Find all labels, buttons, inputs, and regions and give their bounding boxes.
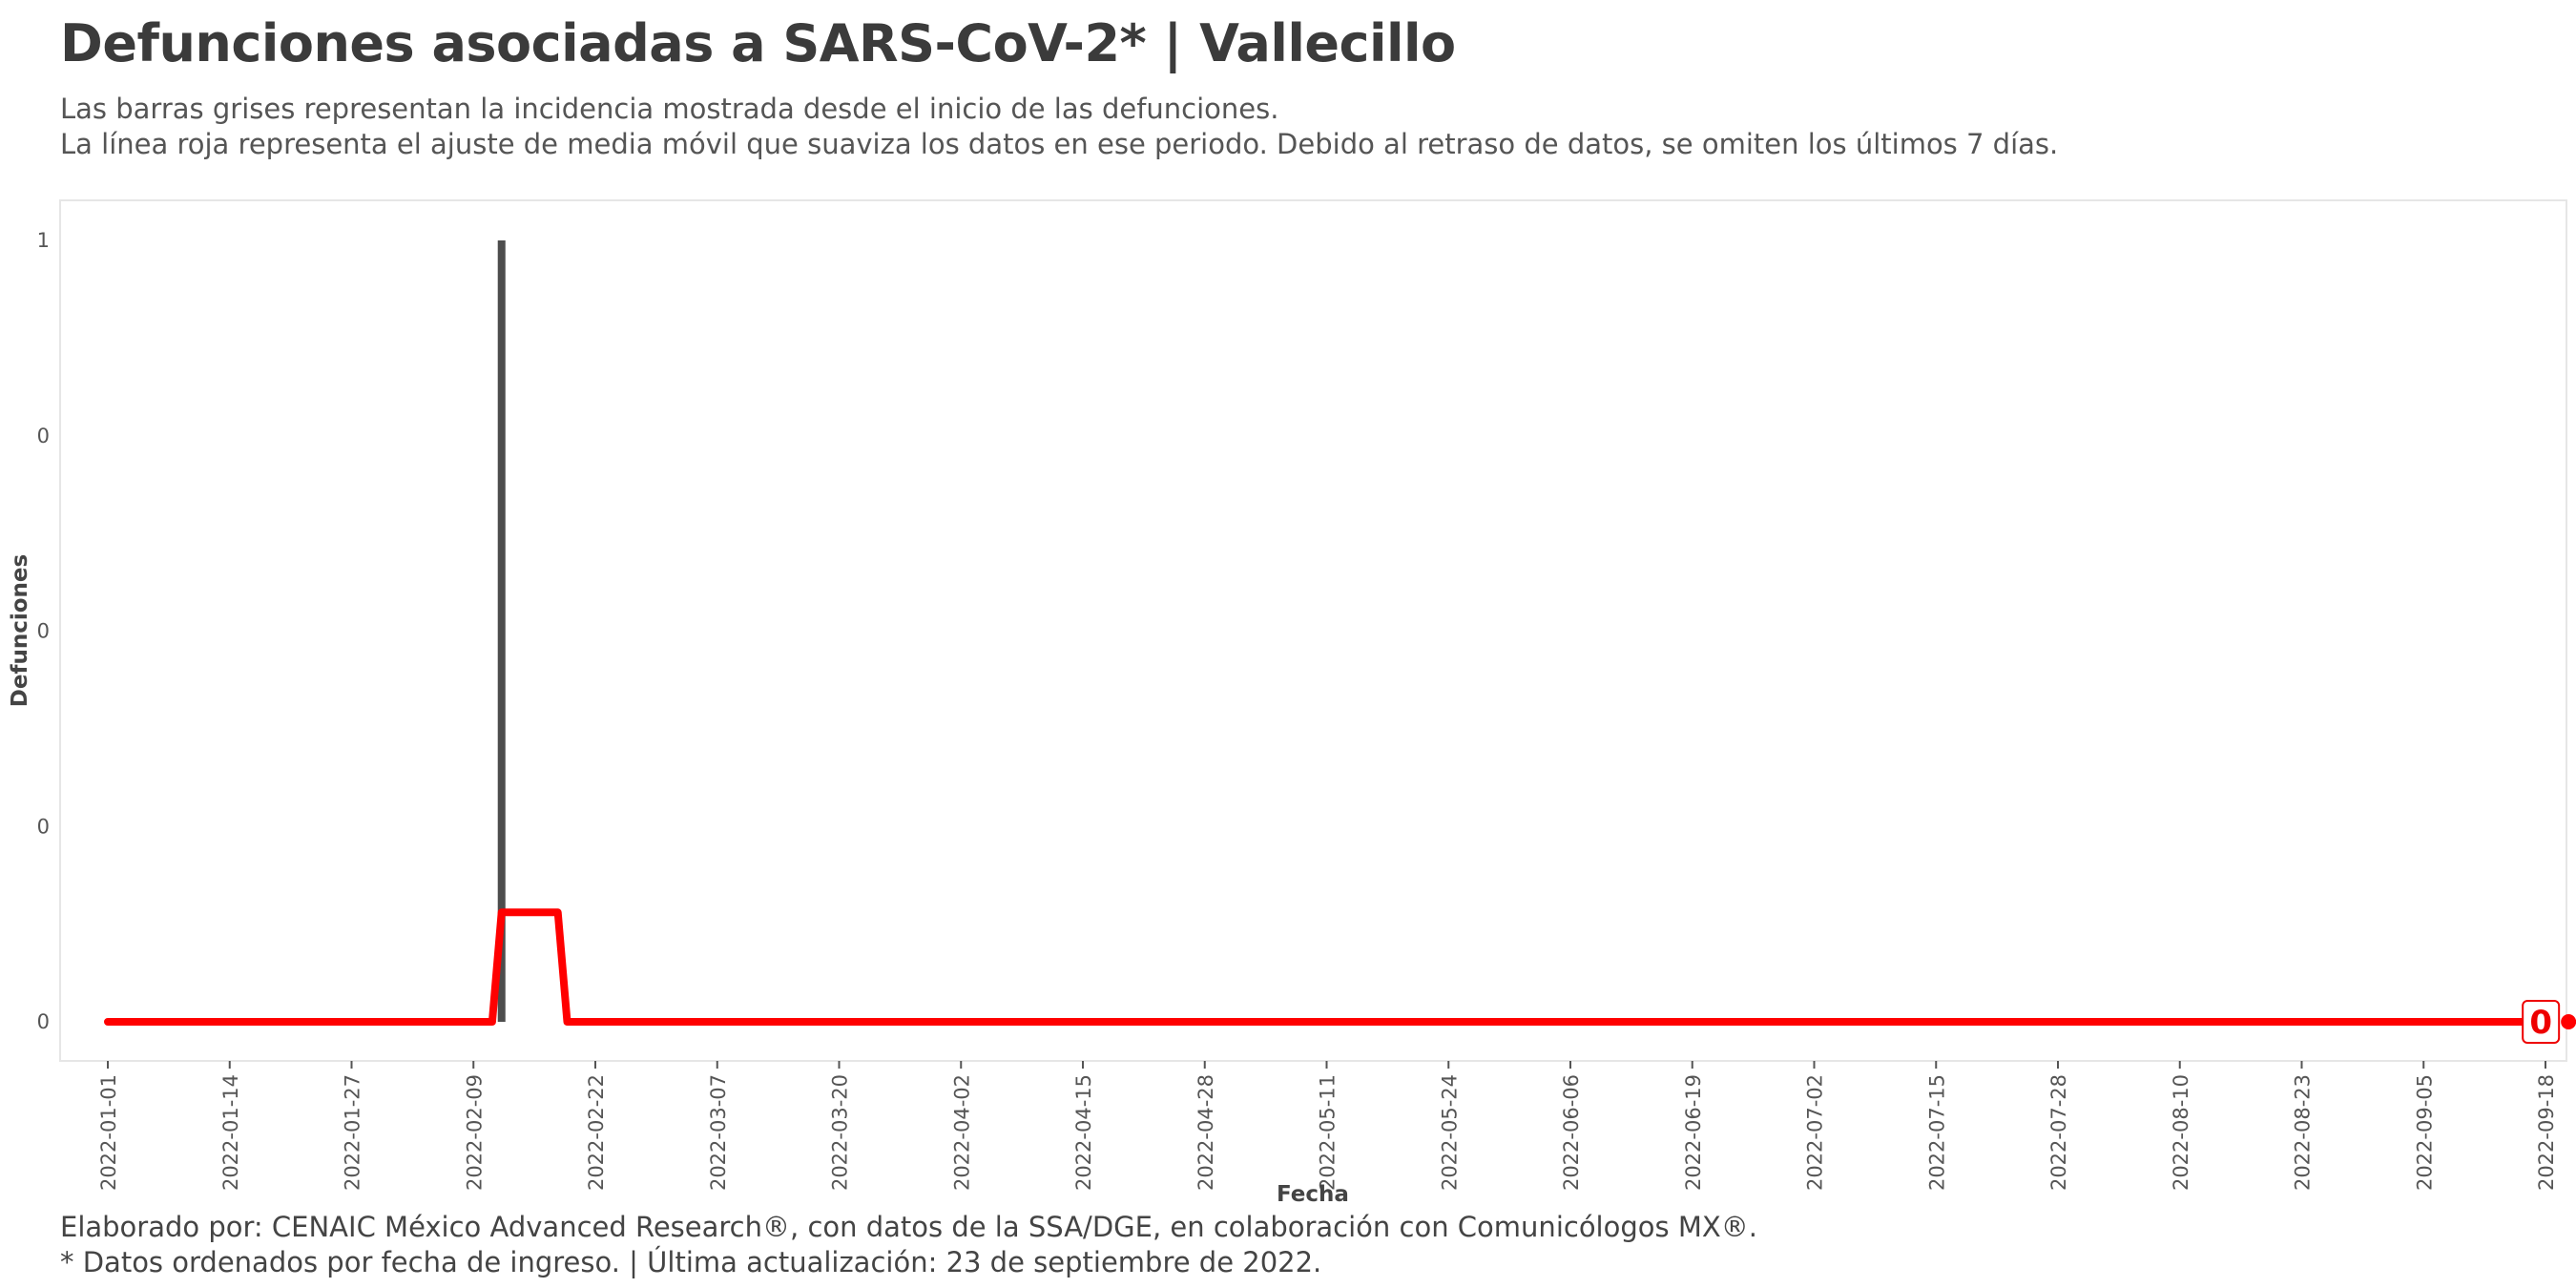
- x-tick-label: 2022-03-20: [829, 1074, 852, 1191]
- chart-subtitle: Las barras grises representan la inciden…: [60, 92, 2058, 162]
- chart-caption: Elaborado por: CENAIC México Advanced Re…: [60, 1210, 1757, 1280]
- x-tick-label: 2022-08-23: [2292, 1074, 2315, 1191]
- caption-note: * Datos ordenados por fecha de ingreso. …: [60, 1246, 1322, 1278]
- x-tick-label: 2022-01-01: [97, 1074, 120, 1191]
- x-tick-label: 2022-07-28: [2047, 1074, 2070, 1191]
- x-tick-label: 2022-06-06: [1560, 1074, 1583, 1191]
- x-tick-label: 2022-03-07: [707, 1074, 730, 1191]
- end-value-label-box: [2522, 1000, 2561, 1044]
- x-tick-label: 2022-09-18: [2535, 1074, 2558, 1191]
- x-axis: 2022-01-01 2022-01-14 2022-01-27 2022-02-09…: [97, 1061, 2558, 1191]
- y-axis-title: Defunciones: [8, 554, 32, 707]
- x-tick-label: 2022-02-22: [585, 1074, 608, 1191]
- x-tick-label: 2022-07-02: [1804, 1074, 1827, 1191]
- y-tick-label: 0: [37, 620, 50, 643]
- x-tick-label: 2022-07-15: [1925, 1074, 1948, 1191]
- plot-marks: 0: [104, 240, 2576, 1044]
- subtitle-line-bars: Las barras grises representan la inciden…: [60, 93, 1279, 125]
- subtitle-line-moving-average: La línea roja representa el ajuste de me…: [60, 128, 2059, 160]
- x-tick-label: 2022-09-05: [2413, 1074, 2436, 1191]
- x-tick-label: 2022-01-27: [342, 1074, 364, 1191]
- y-tick-label: 0: [37, 425, 50, 447]
- y-tick-label: 0: [37, 815, 50, 838]
- y-tick-label: 1: [37, 229, 50, 252]
- x-tick-label: 2022-05-24: [1438, 1074, 1461, 1191]
- end-value-label: 0: [2529, 1004, 2552, 1042]
- x-tick-label: 2022-04-28: [1195, 1074, 1217, 1191]
- x-tick-label: 2022-02-09: [463, 1074, 486, 1191]
- incidence-bar: [497, 240, 506, 1022]
- x-tick-label: 2022-01-14: [219, 1074, 242, 1191]
- x-tick-label: 2022-05-11: [1317, 1074, 1340, 1191]
- x-tick-label: 2022-04-02: [950, 1074, 973, 1191]
- x-axis-title: Fecha: [1277, 1182, 1349, 1207]
- x-tick-label: 2022-06-19: [1682, 1074, 1705, 1191]
- x-tick-label: 2022-04-15: [1072, 1074, 1095, 1191]
- moving-average-end-point: [2561, 1014, 2576, 1029]
- y-tick-label: 0: [37, 1010, 50, 1033]
- plot-panel: [59, 199, 2567, 1062]
- caption-credits: Elaborado por: CENAIC México Advanced Re…: [60, 1211, 1757, 1243]
- y-axis: 0 0 0 0 1: [37, 229, 50, 1033]
- x-tick-label: 2022-08-10: [2170, 1074, 2192, 1191]
- chart-title: Defunciones asociadas a SARS-CoV-2* | Va…: [60, 13, 1456, 73]
- moving-average-line: [104, 908, 2531, 1026]
